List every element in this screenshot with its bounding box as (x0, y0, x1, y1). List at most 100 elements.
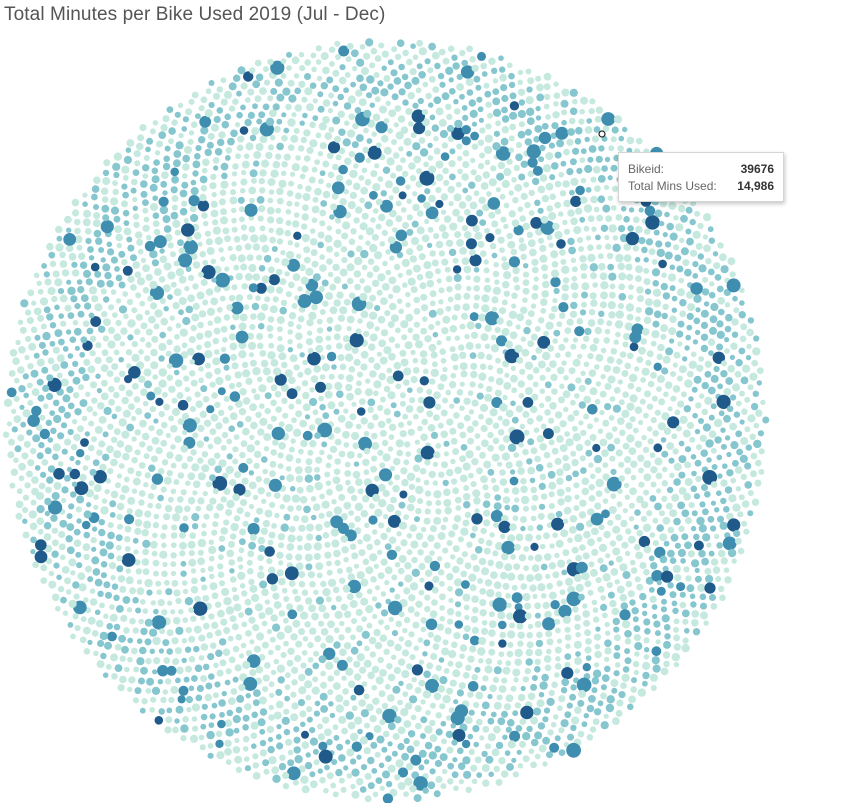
bike-bubble[interactable] (406, 663, 413, 670)
bike-bubble[interactable] (411, 568, 420, 577)
bike-bubble[interactable] (77, 425, 84, 433)
bike-bubble[interactable] (273, 658, 280, 665)
bike-bubble[interactable] (472, 606, 479, 614)
bike-bubble[interactable] (578, 511, 587, 519)
bike-bubble[interactable] (418, 137, 426, 144)
bike-bubble[interactable] (143, 482, 149, 488)
bike-bubble[interactable] (723, 388, 732, 396)
bike-bubble[interactable] (523, 429, 530, 436)
bike-bubble[interactable] (448, 530, 456, 538)
bike-bubble[interactable] (373, 362, 381, 371)
bike-bubble[interactable] (59, 251, 66, 259)
bike-bubble[interactable] (368, 356, 375, 364)
bike-bubble[interactable] (256, 632, 265, 641)
bike-bubble[interactable] (319, 449, 325, 456)
bike-bubble[interactable] (36, 517, 45, 525)
bike-bubble[interactable] (23, 392, 30, 399)
bike-bubble[interactable] (255, 411, 262, 418)
bike-bubble[interactable] (233, 727, 240, 734)
bike-bubble[interactable] (707, 515, 715, 523)
bike-bubble[interactable] (540, 215, 549, 224)
bike-bubble[interactable] (578, 420, 584, 426)
bike-bubble[interactable] (345, 711, 354, 720)
bike-bubble[interactable] (307, 351, 321, 366)
bike-bubble[interactable] (215, 649, 223, 657)
bike-bubble[interactable] (180, 560, 187, 567)
bike-bubble[interactable] (585, 638, 592, 645)
bike-bubble[interactable] (266, 628, 272, 635)
bike-bubble[interactable] (193, 645, 200, 653)
bike-bubble[interactable] (559, 383, 565, 389)
bike-bubble[interactable] (343, 765, 349, 771)
bike-bubble[interactable] (557, 366, 565, 375)
bike-bubble[interactable] (261, 456, 268, 463)
bike-bubble[interactable] (415, 507, 422, 515)
bike-bubble[interactable] (246, 654, 261, 668)
bike-bubble[interactable] (381, 746, 388, 753)
bike-bubble[interactable] (587, 508, 595, 516)
bike-bubble[interactable] (281, 134, 288, 142)
bike-bubble[interactable] (233, 515, 241, 522)
bike-bubble[interactable] (299, 710, 307, 718)
bike-bubble[interactable] (371, 86, 380, 95)
bike-bubble[interactable] (493, 581, 502, 590)
bike-bubble[interactable] (663, 640, 671, 649)
bike-bubble[interactable] (83, 626, 91, 635)
bike-bubble[interactable] (247, 550, 255, 558)
bike-bubble[interactable] (341, 675, 347, 681)
bike-bubble[interactable] (494, 208, 502, 215)
bike-bubble[interactable] (621, 409, 630, 418)
bike-bubble[interactable] (459, 247, 467, 255)
bike-bubble[interactable] (285, 291, 292, 298)
bike-bubble[interactable] (493, 765, 500, 773)
bike-bubble[interactable] (580, 429, 587, 437)
bike-bubble[interactable] (140, 257, 147, 264)
bike-bubble[interactable] (211, 529, 218, 536)
bike-bubble[interactable] (145, 341, 152, 348)
bike-bubble[interactable] (287, 258, 300, 272)
bike-bubble[interactable] (302, 391, 310, 400)
bike-bubble[interactable] (117, 523, 124, 530)
bike-bubble[interactable] (526, 725, 533, 733)
bike-bubble[interactable] (121, 165, 130, 174)
bike-bubble[interactable] (326, 76, 334, 84)
bike-bubble[interactable] (691, 610, 700, 618)
bike-bubble[interactable] (481, 701, 490, 710)
bike-bubble[interactable] (51, 363, 60, 372)
bike-bubble[interactable] (306, 523, 314, 532)
bike-bubble[interactable] (286, 388, 298, 400)
bike-bubble[interactable] (409, 524, 418, 532)
bike-bubble[interactable] (450, 478, 458, 485)
bike-bubble[interactable] (435, 508, 442, 515)
bike-bubble[interactable] (477, 106, 484, 113)
bike-bubble[interactable] (724, 348, 730, 354)
bike-bubble[interactable] (505, 461, 513, 469)
bike-bubble[interactable] (325, 462, 332, 469)
bike-bubble[interactable] (446, 468, 454, 477)
bike-bubble[interactable] (191, 675, 198, 682)
bike-bubble[interactable] (243, 304, 250, 311)
bike-bubble[interactable] (22, 409, 31, 418)
bike-bubble[interactable] (692, 339, 699, 345)
bike-bubble[interactable] (735, 486, 742, 492)
bike-bubble[interactable] (285, 454, 294, 462)
bike-bubble[interactable] (436, 623, 444, 631)
bike-bubble[interactable] (455, 661, 463, 669)
bike-bubble[interactable] (225, 668, 232, 675)
bike-bubble[interactable] (463, 231, 472, 239)
bike-bubble[interactable] (384, 566, 393, 575)
bike-bubble[interactable] (618, 475, 625, 482)
bike-bubble[interactable] (261, 244, 270, 253)
bike-bubble[interactable] (484, 145, 493, 155)
bike-bubble[interactable] (449, 148, 456, 155)
bike-bubble[interactable] (294, 104, 303, 112)
bike-bubble[interactable] (94, 426, 103, 434)
bike-bubble[interactable] (269, 236, 276, 244)
bike-bubble[interactable] (533, 136, 540, 143)
bike-bubble[interactable] (114, 643, 122, 651)
bike-bubble[interactable] (13, 395, 20, 402)
bike-bubble[interactable] (223, 364, 230, 371)
bike-bubble[interactable] (536, 93, 545, 102)
bike-bubble[interactable] (94, 578, 103, 587)
bike-bubble[interactable] (634, 576, 641, 583)
